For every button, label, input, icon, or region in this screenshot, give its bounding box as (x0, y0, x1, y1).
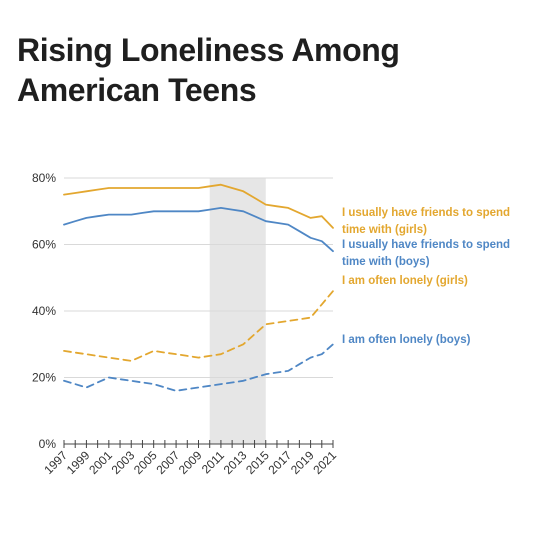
series-label: I usually have friends to spend (342, 207, 510, 219)
axes-group: 0%20%40%60%80%19971999200120032005200720… (32, 171, 339, 477)
x-tick-label: 2003 (109, 448, 138, 477)
x-tick-label: 2019 (288, 448, 317, 477)
series-label: I am often lonely (boys) (342, 334, 471, 346)
x-tick-label: 2001 (86, 448, 115, 477)
x-tick-label: 2021 (310, 448, 339, 477)
x-tick-label: 2011 (199, 448, 227, 476)
series-line-3 (63, 290, 334, 362)
page-title-line-1: Rising Loneliness Among (17, 32, 400, 68)
y-tick-label: 20% (32, 371, 56, 385)
gridline-group (64, 177, 333, 378)
x-tick-label: 2017 (266, 448, 295, 477)
series-label: I usually have friends to spend (342, 239, 510, 251)
y-tick-label: 0% (39, 437, 57, 451)
series-group (63, 183, 334, 392)
y-tick-label: 60% (32, 238, 56, 252)
x-tick-label: 2007 (153, 448, 182, 477)
series-label: I am often lonely (girls) (342, 275, 468, 287)
page-title-line-2: American Teens (17, 72, 257, 108)
y-tick-label: 80% (32, 171, 56, 185)
page-title: Rising Loneliness Among American Teens (17, 30, 400, 110)
x-tick-label: 2015 (243, 448, 272, 477)
series-line-4 (63, 343, 334, 392)
series-label: time with (girls) (342, 224, 427, 236)
x-tick-label: 2013 (221, 448, 250, 477)
series-label-group: I usually have friends to spend time with… (342, 207, 510, 346)
series-line-1 (63, 183, 334, 229)
y-tick-label: 40% (32, 304, 56, 318)
x-tick-label: 2009 (176, 448, 205, 477)
series-label: time with (boys) (342, 256, 430, 268)
x-tick-label: 1999 (64, 448, 93, 477)
x-tick-label: 1997 (41, 448, 70, 477)
series-line-2 (63, 206, 334, 253)
x-tick-label: 2005 (131, 448, 160, 477)
